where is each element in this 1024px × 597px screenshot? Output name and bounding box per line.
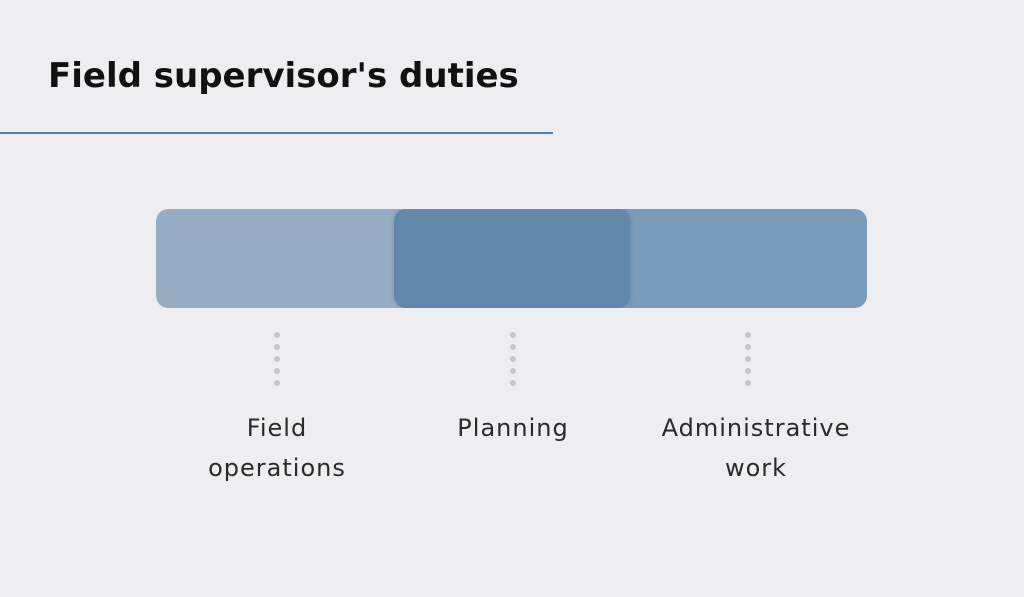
label-line: Administrative [661, 414, 851, 442]
label-field-operations: Field operations [157, 408, 397, 488]
segment-administrative-work [607, 209, 867, 308]
connector-dot [745, 368, 751, 374]
connector-dot [745, 356, 751, 362]
connector-dots-administrative-work [745, 332, 751, 392]
connector-dot [274, 380, 280, 386]
connector-dot [510, 356, 516, 362]
connector-dot [274, 344, 280, 350]
connector-dot [745, 380, 751, 386]
page-title: Field supervisor's duties [48, 56, 519, 96]
connector-dot [510, 380, 516, 386]
connector-dot [745, 344, 751, 350]
label-line: Planning [457, 414, 569, 442]
connector-dot [274, 332, 280, 338]
title-underline [0, 132, 553, 134]
label-line: work [724, 454, 788, 482]
label-administrative-work: Administrative work [636, 408, 876, 488]
label-line: Field [246, 414, 308, 442]
label-planning: Planning [393, 408, 633, 448]
duties-bar [156, 209, 867, 308]
connector-dot [510, 344, 516, 350]
connector-dot [274, 356, 280, 362]
connector-dots-planning [510, 332, 516, 392]
connector-dots-field-operations [274, 332, 280, 392]
segment-planning [394, 209, 630, 308]
connector-dot [510, 368, 516, 374]
segment-field-operations [156, 209, 416, 308]
connector-dot [510, 332, 516, 338]
connector-dot [274, 368, 280, 374]
connector-dot [745, 332, 751, 338]
label-line: operations [208, 454, 346, 482]
